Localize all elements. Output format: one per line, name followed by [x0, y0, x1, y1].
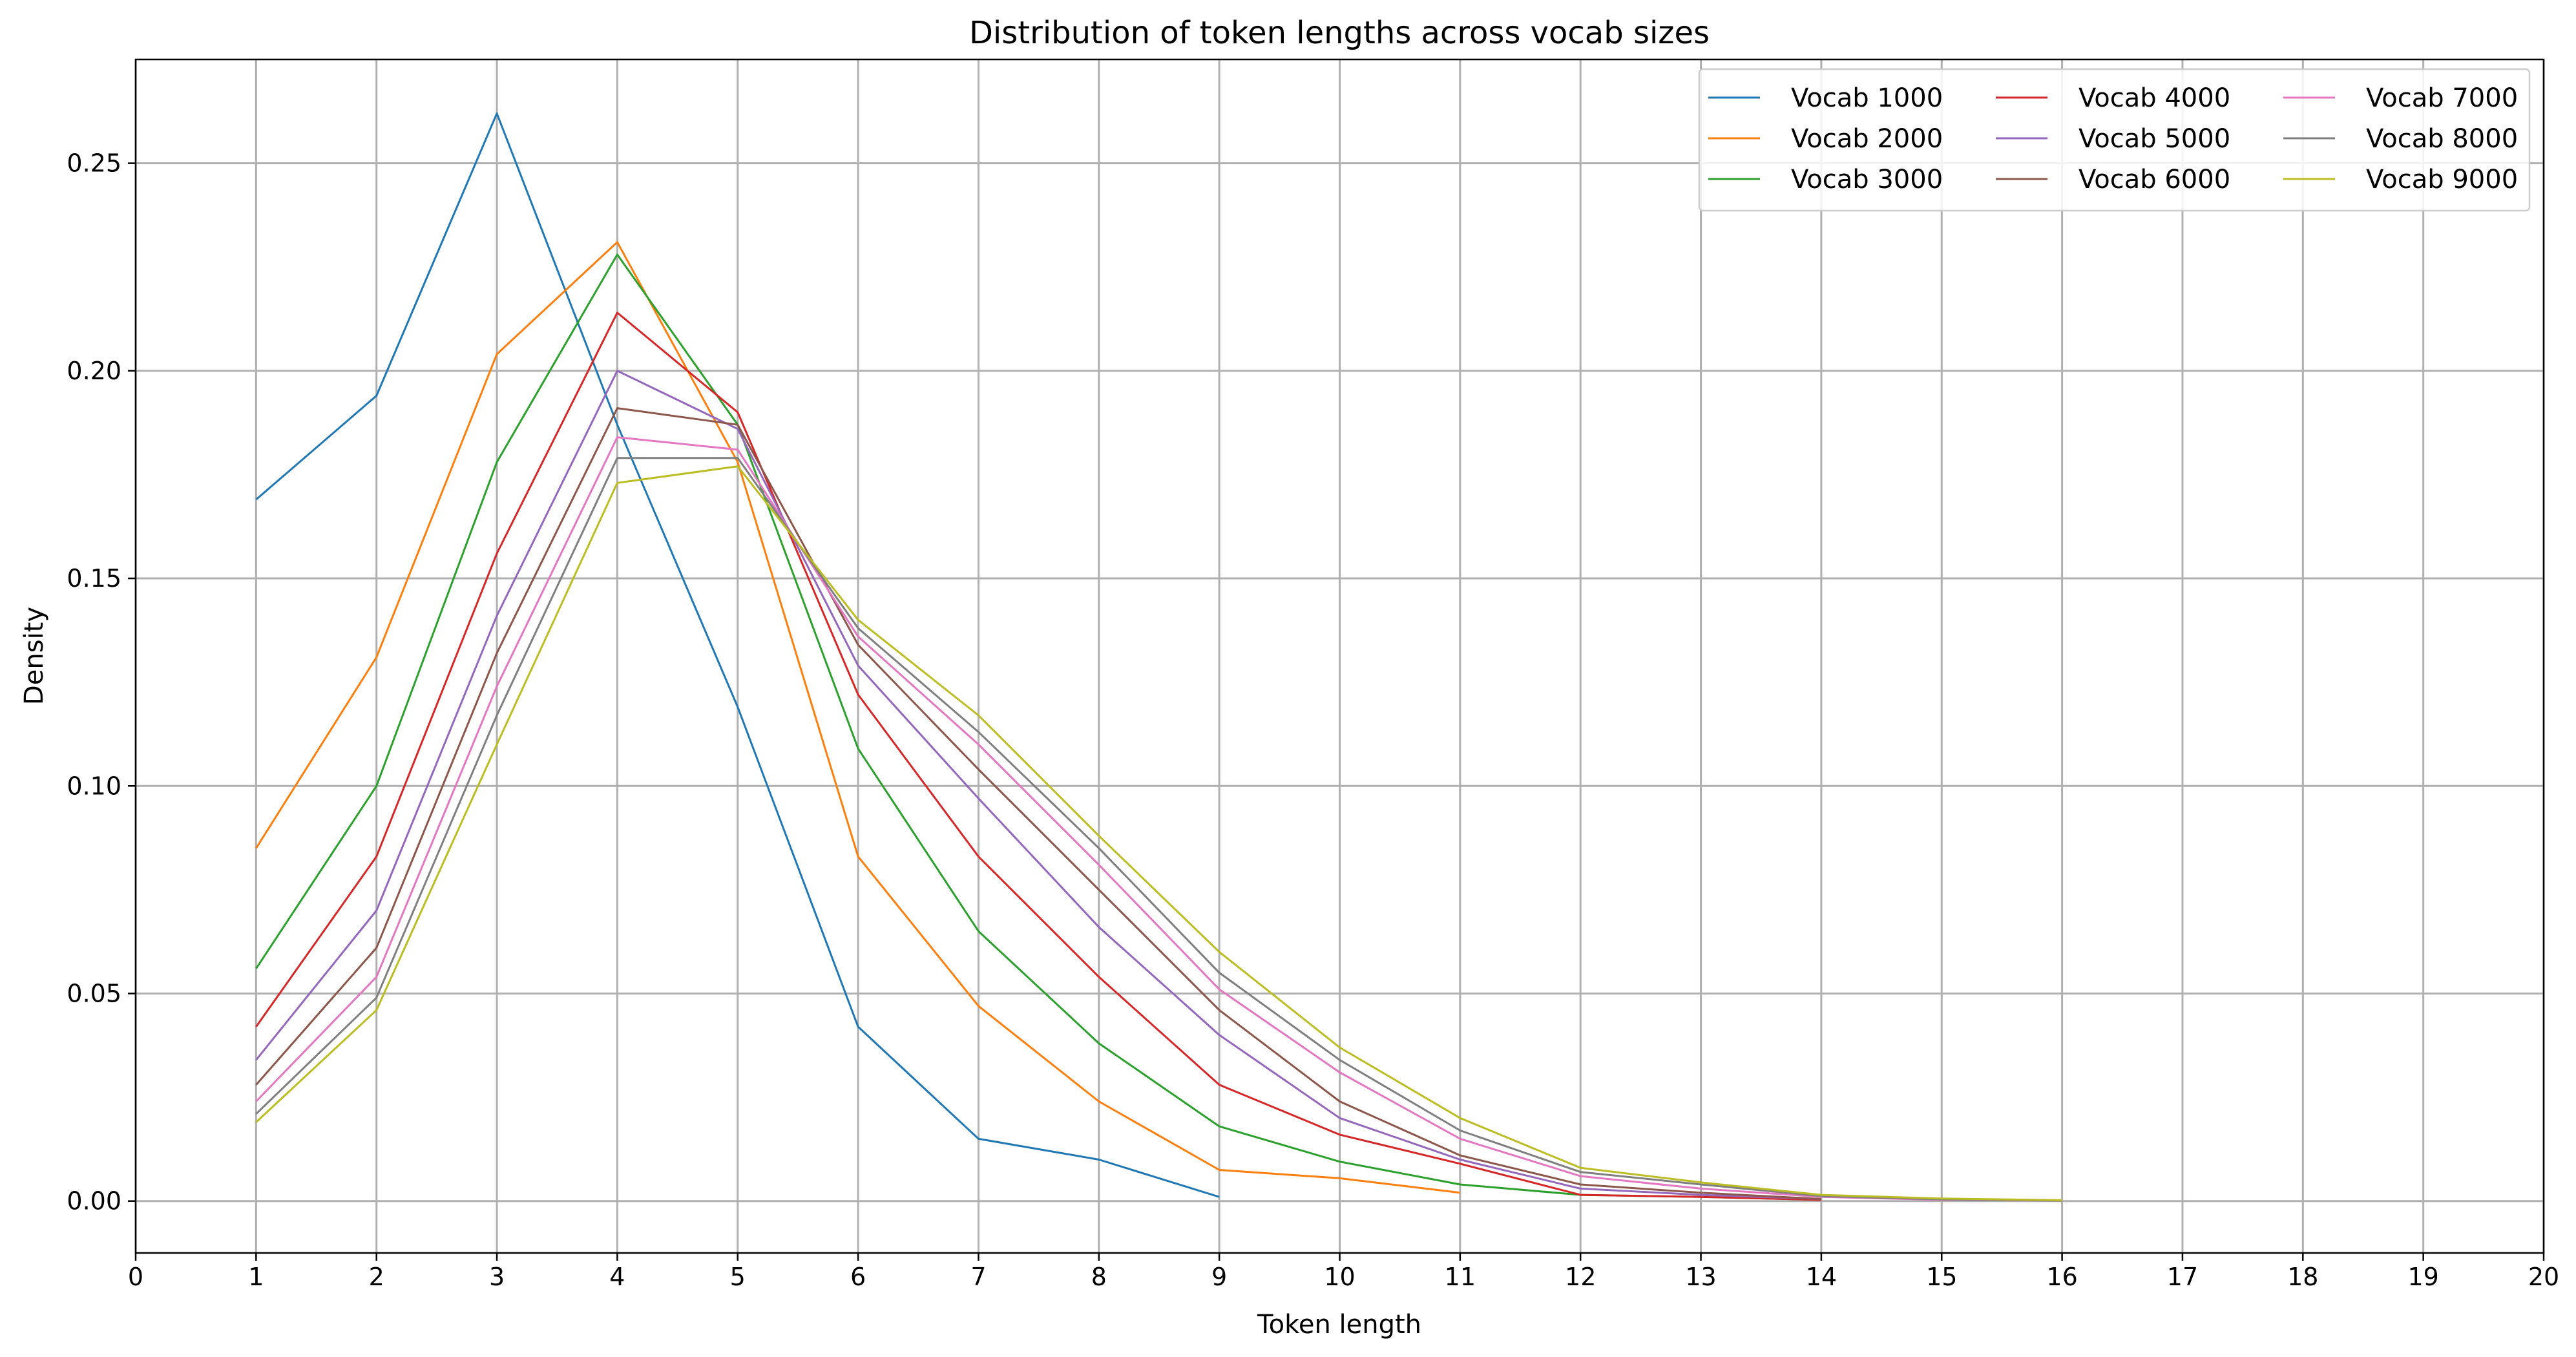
legend-label: Vocab 4000 [2079, 83, 2230, 113]
legend-label: Vocab 6000 [2079, 165, 2230, 195]
x-axis-ticks: 0 1 2 3 4 5 6 7 8 9 10 11 12 13 14 15 16 17 18 19 20 [128, 1253, 2559, 1291]
x-tick-label: 18 [2287, 1263, 2318, 1291]
y-tick-label: 0.10 [67, 772, 121, 800]
series-line-vocab-1000 [255, 112, 1220, 1198]
legend-label: Vocab 7000 [2366, 83, 2518, 113]
x-axis-label: Token length [1257, 1310, 1421, 1340]
x-tick-label: 15 [1926, 1263, 1957, 1291]
x-tick-label: 5 [730, 1263, 746, 1291]
x-tick-label: 0 [128, 1263, 143, 1291]
series-line-vocab-4000 [255, 311, 1821, 1201]
chart-title: Distribution of token lengths across voc… [969, 15, 1710, 51]
x-tick-label: 6 [850, 1263, 866, 1291]
y-tick-label: 0.05 [67, 979, 121, 1007]
legend-label: Vocab 2000 [1791, 124, 1943, 154]
x-tick-label: 20 [2528, 1263, 2559, 1291]
legend-label: Vocab 8000 [2366, 124, 2518, 154]
legend-label: Vocab 9000 [2366, 165, 2518, 195]
legend-label: Vocab 1000 [1791, 83, 1943, 113]
series-line-vocab-7000 [255, 436, 2062, 1202]
legend: Vocab 1000 Vocab 2000 Vocab 3000 Vocab 4000… [1698, 68, 2531, 212]
legend-frame [1698, 68, 2531, 212]
y-axis-ticks: 0.00 0.05 0.10 0.15 0.20 0.25 [67, 149, 136, 1215]
x-tick-label: 10 [1324, 1263, 1355, 1291]
series-line-vocab-8000 [255, 457, 2062, 1202]
series-line-vocab-2000 [255, 241, 1461, 1194]
x-tick-label: 14 [1806, 1263, 1837, 1291]
series-line-vocab-9000 [255, 465, 2062, 1201]
x-tick-label: 16 [2046, 1263, 2077, 1291]
x-tick-label: 8 [1091, 1263, 1107, 1291]
grid-lines [134, 59, 2545, 1253]
series-lines [255, 112, 2062, 1202]
y-tick-label: 0.20 [67, 357, 121, 385]
x-tick-label: 13 [1685, 1263, 1716, 1291]
x-tick-label: 12 [1565, 1263, 1596, 1291]
x-tick-label: 1 [248, 1263, 264, 1291]
x-tick-label: 9 [1211, 1263, 1227, 1291]
x-tick-label: 2 [369, 1263, 384, 1291]
y-tick-label: 0.00 [67, 1187, 121, 1215]
x-tick-label: 11 [1445, 1263, 1476, 1291]
x-tick-label: 4 [609, 1263, 625, 1291]
x-tick-label: 19 [2407, 1263, 2438, 1291]
x-tick-label: 7 [970, 1263, 986, 1291]
x-tick-label: 17 [2167, 1263, 2198, 1291]
series-line-vocab-3000 [255, 253, 1821, 1201]
y-axis-label: Density [19, 607, 49, 705]
y-tick-label: 0.15 [67, 564, 121, 593]
series-line-vocab-6000 [255, 407, 1821, 1200]
legend-label: Vocab 3000 [1791, 165, 1943, 195]
series-line-vocab-5000 [255, 370, 1821, 1200]
legend-label: Vocab 5000 [2079, 124, 2230, 154]
x-tick-label: 3 [489, 1263, 505, 1291]
y-tick-label: 0.25 [67, 149, 121, 178]
